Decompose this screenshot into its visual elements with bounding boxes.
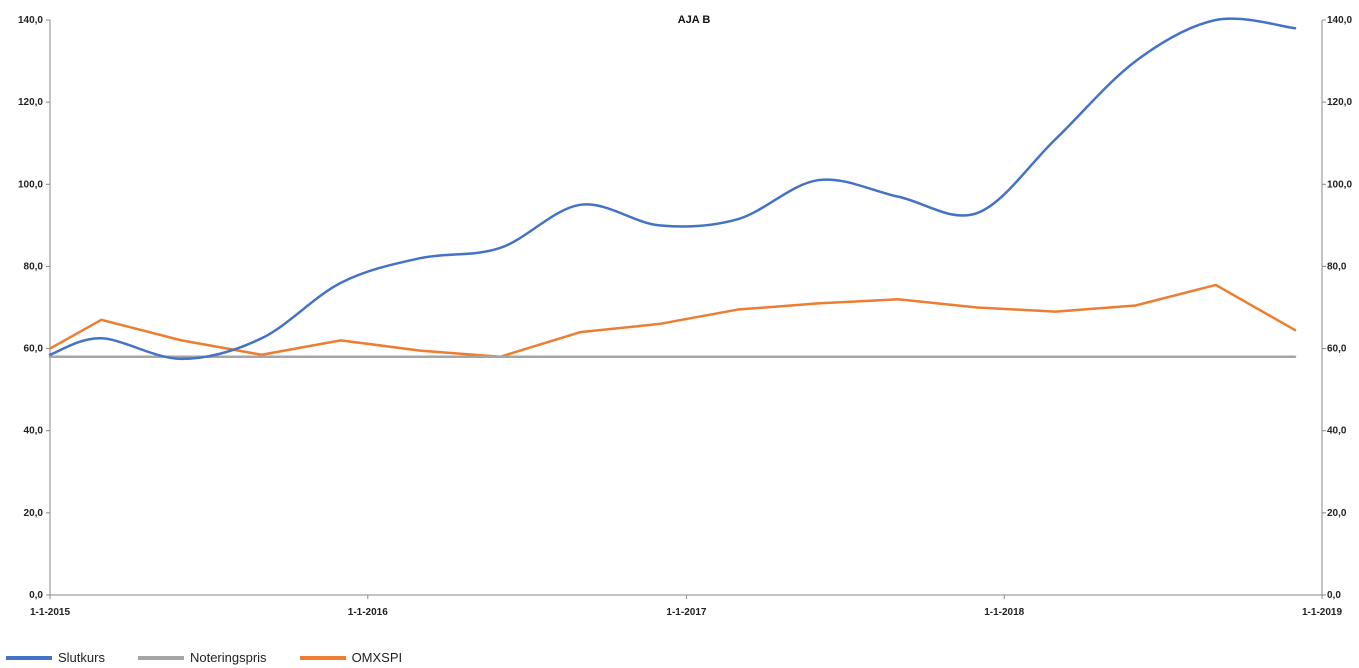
- legend-label-omxspi: OMXSPI: [351, 650, 403, 665]
- y-tick-label-left: 100,0: [18, 179, 43, 190]
- legend-swatch-noteringspris: [137, 655, 184, 660]
- series-line-slutkurs: [48, 17, 1297, 361]
- y-tick-label-left: 140,0: [18, 15, 43, 26]
- y-tick-label-right: 140,0: [1327, 15, 1352, 26]
- x-tick-label: 1-1-2015: [30, 607, 70, 618]
- y-tick-label-left: 60,0: [24, 344, 44, 355]
- y-tick-label-right: 20,0: [1327, 508, 1347, 519]
- y-tick-label-left: 40,0: [24, 426, 44, 437]
- y-tick-label-right: 80,0: [1327, 261, 1347, 272]
- y-tick-label-left: 120,0: [18, 97, 43, 108]
- x-tick-label: 1-1-2016: [348, 607, 388, 618]
- legend-item-omxspi: OMXSPI: [299, 650, 403, 665]
- legend-item-slutkurs: Slutkurs: [6, 650, 105, 665]
- chart-svg: 0,0 0,0 20,0 20,0 40,0 40,0 60,0 60,0 80,0 80,0 10…: [18, 14, 1352, 618]
- y-tick-label-right: 120,0: [1327, 97, 1352, 108]
- x-tick-label: 1-1-2019: [1302, 607, 1342, 618]
- legend-label-noteringspris: Noteringspris: [189, 650, 267, 665]
- legend-swatch-slutkurs: [6, 655, 52, 660]
- x-tick-label: 1-1-2017: [666, 607, 706, 618]
- x-tick-label: 1-1-2018: [984, 607, 1024, 618]
- y-tick-label-right: 0,0: [1327, 590, 1341, 601]
- legend: Slutkurs Noteringspris OMXSPI: [6, 650, 435, 665]
- y-tick-label-right: 40,0: [1327, 426, 1347, 437]
- legend-label-slutkurs: Slutkurs: [58, 650, 105, 665]
- chart-title: AJA B: [678, 14, 711, 26]
- y-tick-label-left: 20,0: [24, 508, 44, 519]
- y-tick-label-right: 60,0: [1327, 344, 1347, 355]
- y-tick-label-right: 100,0: [1327, 179, 1352, 190]
- y-tick-label-left: 80,0: [24, 261, 44, 272]
- legend-swatch-omxspi: [299, 655, 346, 660]
- legend-item-noteringspris: Noteringspris: [137, 650, 267, 665]
- series-line-omxspi: [48, 283, 1297, 359]
- y-tick-label-left: 0,0: [29, 590, 43, 601]
